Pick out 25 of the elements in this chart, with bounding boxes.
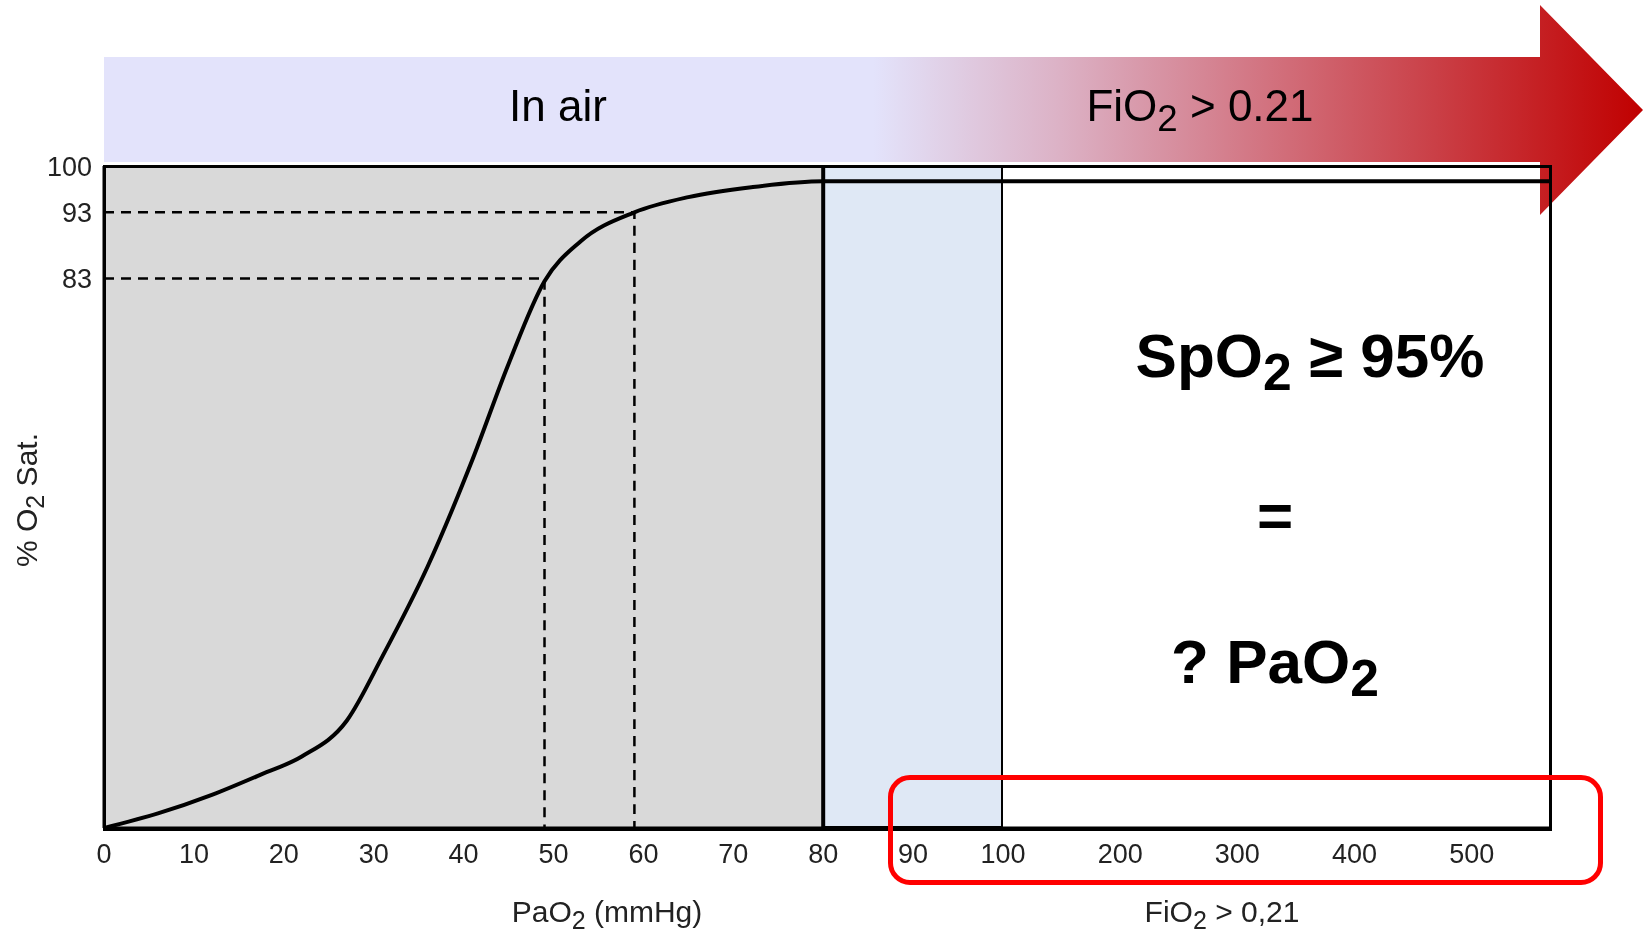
- x-axis-title: FiO$_{2}$ > 0,21: [1144, 895, 1300, 935]
- x-tick-label: 0: [96, 839, 112, 870]
- y-tick-label: 100: [46, 151, 92, 182]
- x-tick-label: 200: [1097, 839, 1143, 870]
- x-tick-label: 100: [980, 839, 1026, 870]
- x-tick-label: 40: [448, 839, 479, 870]
- text: In air: [509, 81, 607, 131]
- x-tick-label: 50: [538, 839, 569, 870]
- x-tick-label: 300: [1214, 839, 1260, 870]
- x-axis-title: PaO$_{2}$ (mmHg): [511, 895, 703, 935]
- x-tick-label: 90: [898, 839, 929, 870]
- annotation: =: [1256, 481, 1294, 551]
- x-tick-label: 500: [1449, 839, 1495, 870]
- x-tick-label: 30: [358, 839, 389, 870]
- text: FiO$_{2}$ > 0.21: [1086, 81, 1314, 140]
- x-tick-label: 60: [628, 839, 659, 870]
- x-tick-label: 400: [1331, 839, 1378, 870]
- annotation: SpO$_{2}$ ≥ 95%: [1135, 321, 1485, 402]
- x-tick-label: 70: [718, 839, 749, 870]
- x-tick-label: 80: [808, 839, 839, 870]
- x-tick-label: 10: [178, 839, 209, 870]
- annotation: ? PaO$_{2}$: [1171, 627, 1379, 708]
- y-tick-label: 93: [61, 197, 92, 228]
- y-tick-label: 83: [61, 264, 92, 295]
- x-tick-label: 20: [268, 839, 299, 870]
